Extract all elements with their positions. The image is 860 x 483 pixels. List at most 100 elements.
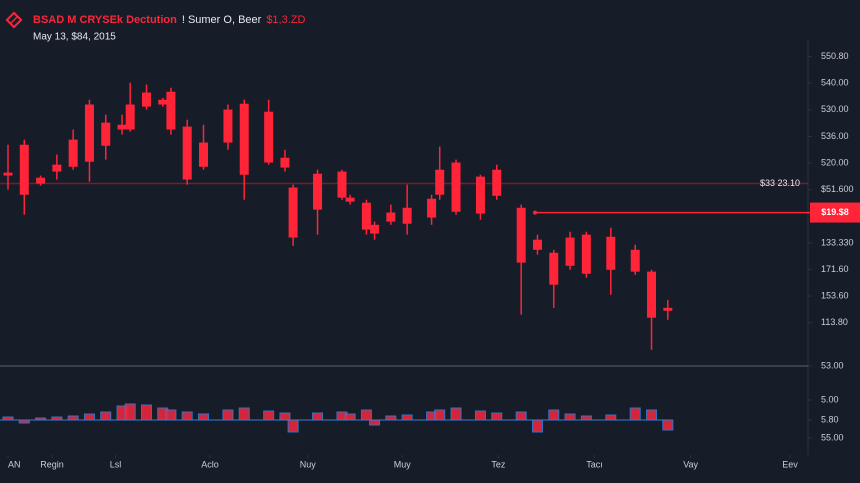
volume-bar	[646, 409, 658, 421]
candle-body	[402, 207, 412, 224]
last-price-dot	[533, 210, 537, 215]
candle-body	[36, 177, 46, 184]
volume-bar	[83, 413, 95, 421]
volume-bar	[344, 413, 356, 421]
volume-tick-label: 5.00	[821, 394, 839, 404]
volume-bar	[360, 409, 372, 421]
candle-body	[125, 104, 135, 130]
candle-body	[239, 103, 249, 175]
subtitle: May 13, $84, 2015	[33, 32, 116, 43]
volume-bar	[279, 412, 291, 421]
candle-body	[565, 237, 575, 266]
x-tick-label: Muy	[394, 459, 412, 469]
y-tick-label: 520.00	[821, 157, 849, 167]
volume-bar	[564, 413, 576, 421]
candle-body	[581, 234, 591, 274]
y-tick-label: 536.00	[821, 131, 849, 141]
candle-body	[3, 172, 13, 176]
x-tick-label: Tacı	[586, 459, 603, 469]
volume-bar	[312, 412, 324, 421]
y-tick-label: 153.60	[821, 291, 849, 301]
volume-bar	[165, 409, 177, 421]
candle-body	[492, 169, 502, 196]
candle-body	[549, 252, 559, 285]
candle-body	[370, 224, 380, 234]
y-tick-label: 540.00	[821, 78, 849, 88]
volume-bar	[369, 419, 381, 426]
volume-bar	[2, 416, 14, 421]
volume-bar	[385, 415, 397, 421]
volume-bar	[605, 414, 617, 421]
title-price: $1,3.ZD	[266, 14, 305, 26]
y-tick-label: 113.80	[821, 317, 848, 327]
volume-tick-label: 55.00	[821, 432, 844, 442]
volume-bar	[434, 409, 446, 421]
candle-body	[141, 92, 151, 107]
volume-tick-label: 53.00	[821, 360, 844, 370]
y-tick-label: 133.330	[821, 237, 854, 247]
volume-bar	[67, 415, 79, 421]
volume-bar	[531, 419, 543, 433]
volume-bar	[401, 414, 413, 421]
candle-body	[337, 171, 347, 198]
volume-bar	[629, 407, 641, 421]
candle-body	[280, 157, 290, 168]
chart-title: BSAD M CRYSEk Dectution	[33, 14, 177, 26]
candle-body	[101, 122, 111, 146]
volume-bar	[51, 416, 63, 421]
y-tick-label: 550.80	[821, 51, 849, 61]
candle-body	[19, 144, 29, 195]
x-tick-label: Regin	[40, 459, 64, 469]
candle-body	[427, 198, 437, 218]
candle-body	[386, 212, 396, 222]
candle-body	[199, 142, 208, 167]
candle-body	[532, 239, 542, 250]
candle-body	[663, 307, 673, 311]
volume-bar	[35, 417, 47, 421]
volume-bar	[18, 419, 30, 424]
volume-bar	[474, 410, 486, 421]
candle-body	[117, 124, 127, 130]
price-line-label: $33 23.10	[760, 178, 800, 188]
volume-bar	[263, 410, 275, 421]
candle-body	[166, 91, 176, 130]
x-tick-label: Aclo	[201, 459, 219, 469]
candle-body	[288, 187, 298, 238]
price-tag-label: $19.$8	[821, 207, 849, 217]
candle-body	[630, 249, 640, 272]
candle-body	[475, 176, 485, 214]
volume-bar	[222, 409, 234, 421]
volume-bar	[181, 411, 193, 421]
x-tick-label: Eev	[782, 459, 798, 469]
volume-bar	[548, 409, 560, 421]
volume-bar	[140, 404, 152, 421]
candle-body	[313, 173, 323, 210]
candle-body	[84, 104, 94, 162]
candle-body	[361, 202, 371, 230]
volume-bar	[450, 407, 462, 421]
volume-bar	[198, 413, 209, 421]
candle-body	[606, 236, 616, 270]
candle-body	[345, 197, 355, 202]
volume-tick-label: 5.80	[821, 414, 839, 424]
volume-bar	[100, 411, 112, 421]
y-tick-label: 171.60	[821, 264, 849, 274]
volume-bar	[124, 403, 136, 421]
y-tick-label: 530.00	[821, 104, 849, 114]
x-tick-label: Nuy	[300, 459, 317, 469]
candle-body	[451, 162, 461, 212]
volume-bar	[580, 415, 592, 421]
x-tick-label: AN	[8, 459, 21, 469]
title-middle: ! Sumer O, Beer	[182, 14, 262, 26]
candle-body	[52, 164, 62, 172]
candle-body	[223, 109, 233, 143]
candle-body	[435, 169, 445, 195]
volume-bar	[287, 419, 299, 433]
volume-bar	[238, 407, 250, 421]
candle-body	[516, 207, 526, 263]
candle-body	[158, 99, 168, 105]
price-tag	[810, 202, 860, 223]
